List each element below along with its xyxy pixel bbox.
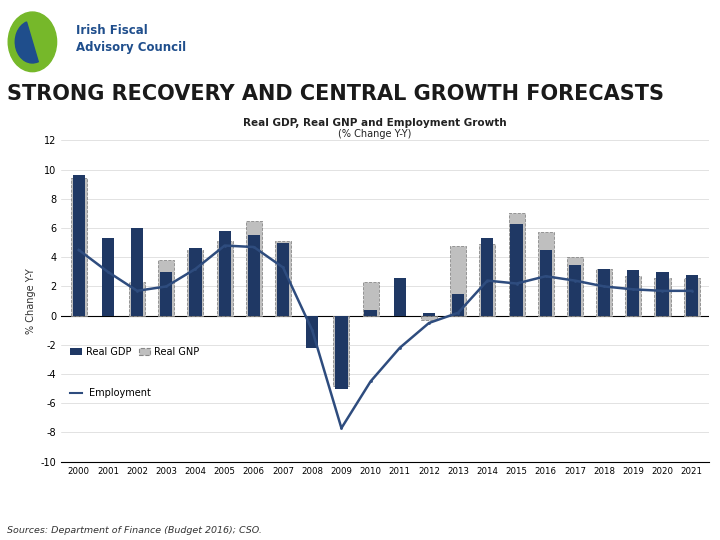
Bar	[567, 257, 583, 316]
Text: (% Change Y-Y): (% Change Y-Y)	[338, 129, 411, 139]
Bar	[421, 316, 437, 320]
Bar	[538, 232, 554, 316]
Bar	[627, 271, 639, 316]
Bar	[189, 248, 202, 316]
Bar	[598, 269, 611, 316]
Bar	[71, 178, 86, 316]
Text: STRONG RECOVERY AND CENTRAL GROWTH FORECASTS: STRONG RECOVERY AND CENTRAL GROWTH FOREC…	[7, 84, 665, 104]
Bar	[187, 250, 204, 316]
Bar	[684, 278, 700, 316]
Text: Advisory Council: Advisory Council	[76, 40, 186, 53]
Bar	[394, 278, 406, 316]
Bar	[480, 244, 495, 316]
Bar	[73, 176, 85, 316]
Bar	[481, 238, 493, 316]
Bar	[569, 265, 581, 316]
Bar	[539, 250, 552, 316]
Bar	[654, 278, 670, 316]
Bar	[510, 224, 523, 316]
Bar	[160, 272, 172, 316]
Y-axis label: % Change Y-Y: % Change Y-Y	[27, 268, 37, 334]
Bar	[596, 269, 612, 316]
Bar	[131, 228, 143, 316]
Bar	[450, 246, 467, 316]
Bar	[102, 238, 114, 316]
Bar	[685, 275, 698, 316]
Bar	[248, 235, 260, 316]
Bar	[452, 294, 464, 316]
Bar	[625, 276, 642, 316]
Text: Sources: Department of Finance (Budget 2016); CSO.: Sources: Department of Finance (Budget 2…	[7, 525, 262, 535]
Bar	[508, 213, 525, 316]
Text: Real GDP, Real GNP and Employment Growth: Real GDP, Real GNP and Employment Growth	[243, 118, 506, 128]
Bar	[246, 221, 262, 316]
Bar	[306, 316, 318, 348]
Bar	[423, 313, 435, 316]
Bar	[129, 282, 145, 316]
Circle shape	[8, 12, 57, 72]
Bar	[333, 316, 349, 386]
Bar	[657, 272, 669, 316]
Bar	[275, 241, 291, 316]
Legend: Employment: Employment	[66, 384, 155, 402]
Bar	[217, 241, 233, 316]
Wedge shape	[15, 22, 38, 63]
Bar	[336, 316, 348, 389]
Bar	[158, 260, 174, 316]
Bar	[219, 231, 231, 316]
Bar	[363, 282, 379, 316]
Bar	[277, 242, 289, 316]
Text: Irish Fiscal: Irish Fiscal	[76, 24, 148, 37]
Bar	[364, 310, 377, 316]
